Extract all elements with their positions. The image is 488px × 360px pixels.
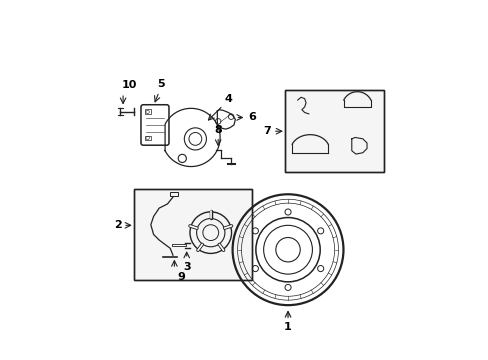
Text: 8: 8 [214, 125, 222, 135]
Text: 3: 3 [183, 261, 190, 271]
Bar [134, 189, 251, 280]
Text: 2: 2 [114, 220, 122, 230]
Bar [144, 109, 150, 114]
Text: 5: 5 [156, 79, 164, 89]
Text: 9: 9 [177, 272, 184, 282]
Text: 4: 4 [224, 94, 232, 104]
Bar [285, 90, 383, 172]
Bar [134, 189, 251, 280]
Text: 1: 1 [284, 322, 291, 332]
Text: 10: 10 [122, 80, 137, 90]
Text: 6: 6 [247, 112, 255, 122]
Text: 7: 7 [263, 126, 271, 136]
Bar [285, 90, 383, 172]
Bar [144, 135, 150, 140]
Bar [170, 192, 178, 196]
